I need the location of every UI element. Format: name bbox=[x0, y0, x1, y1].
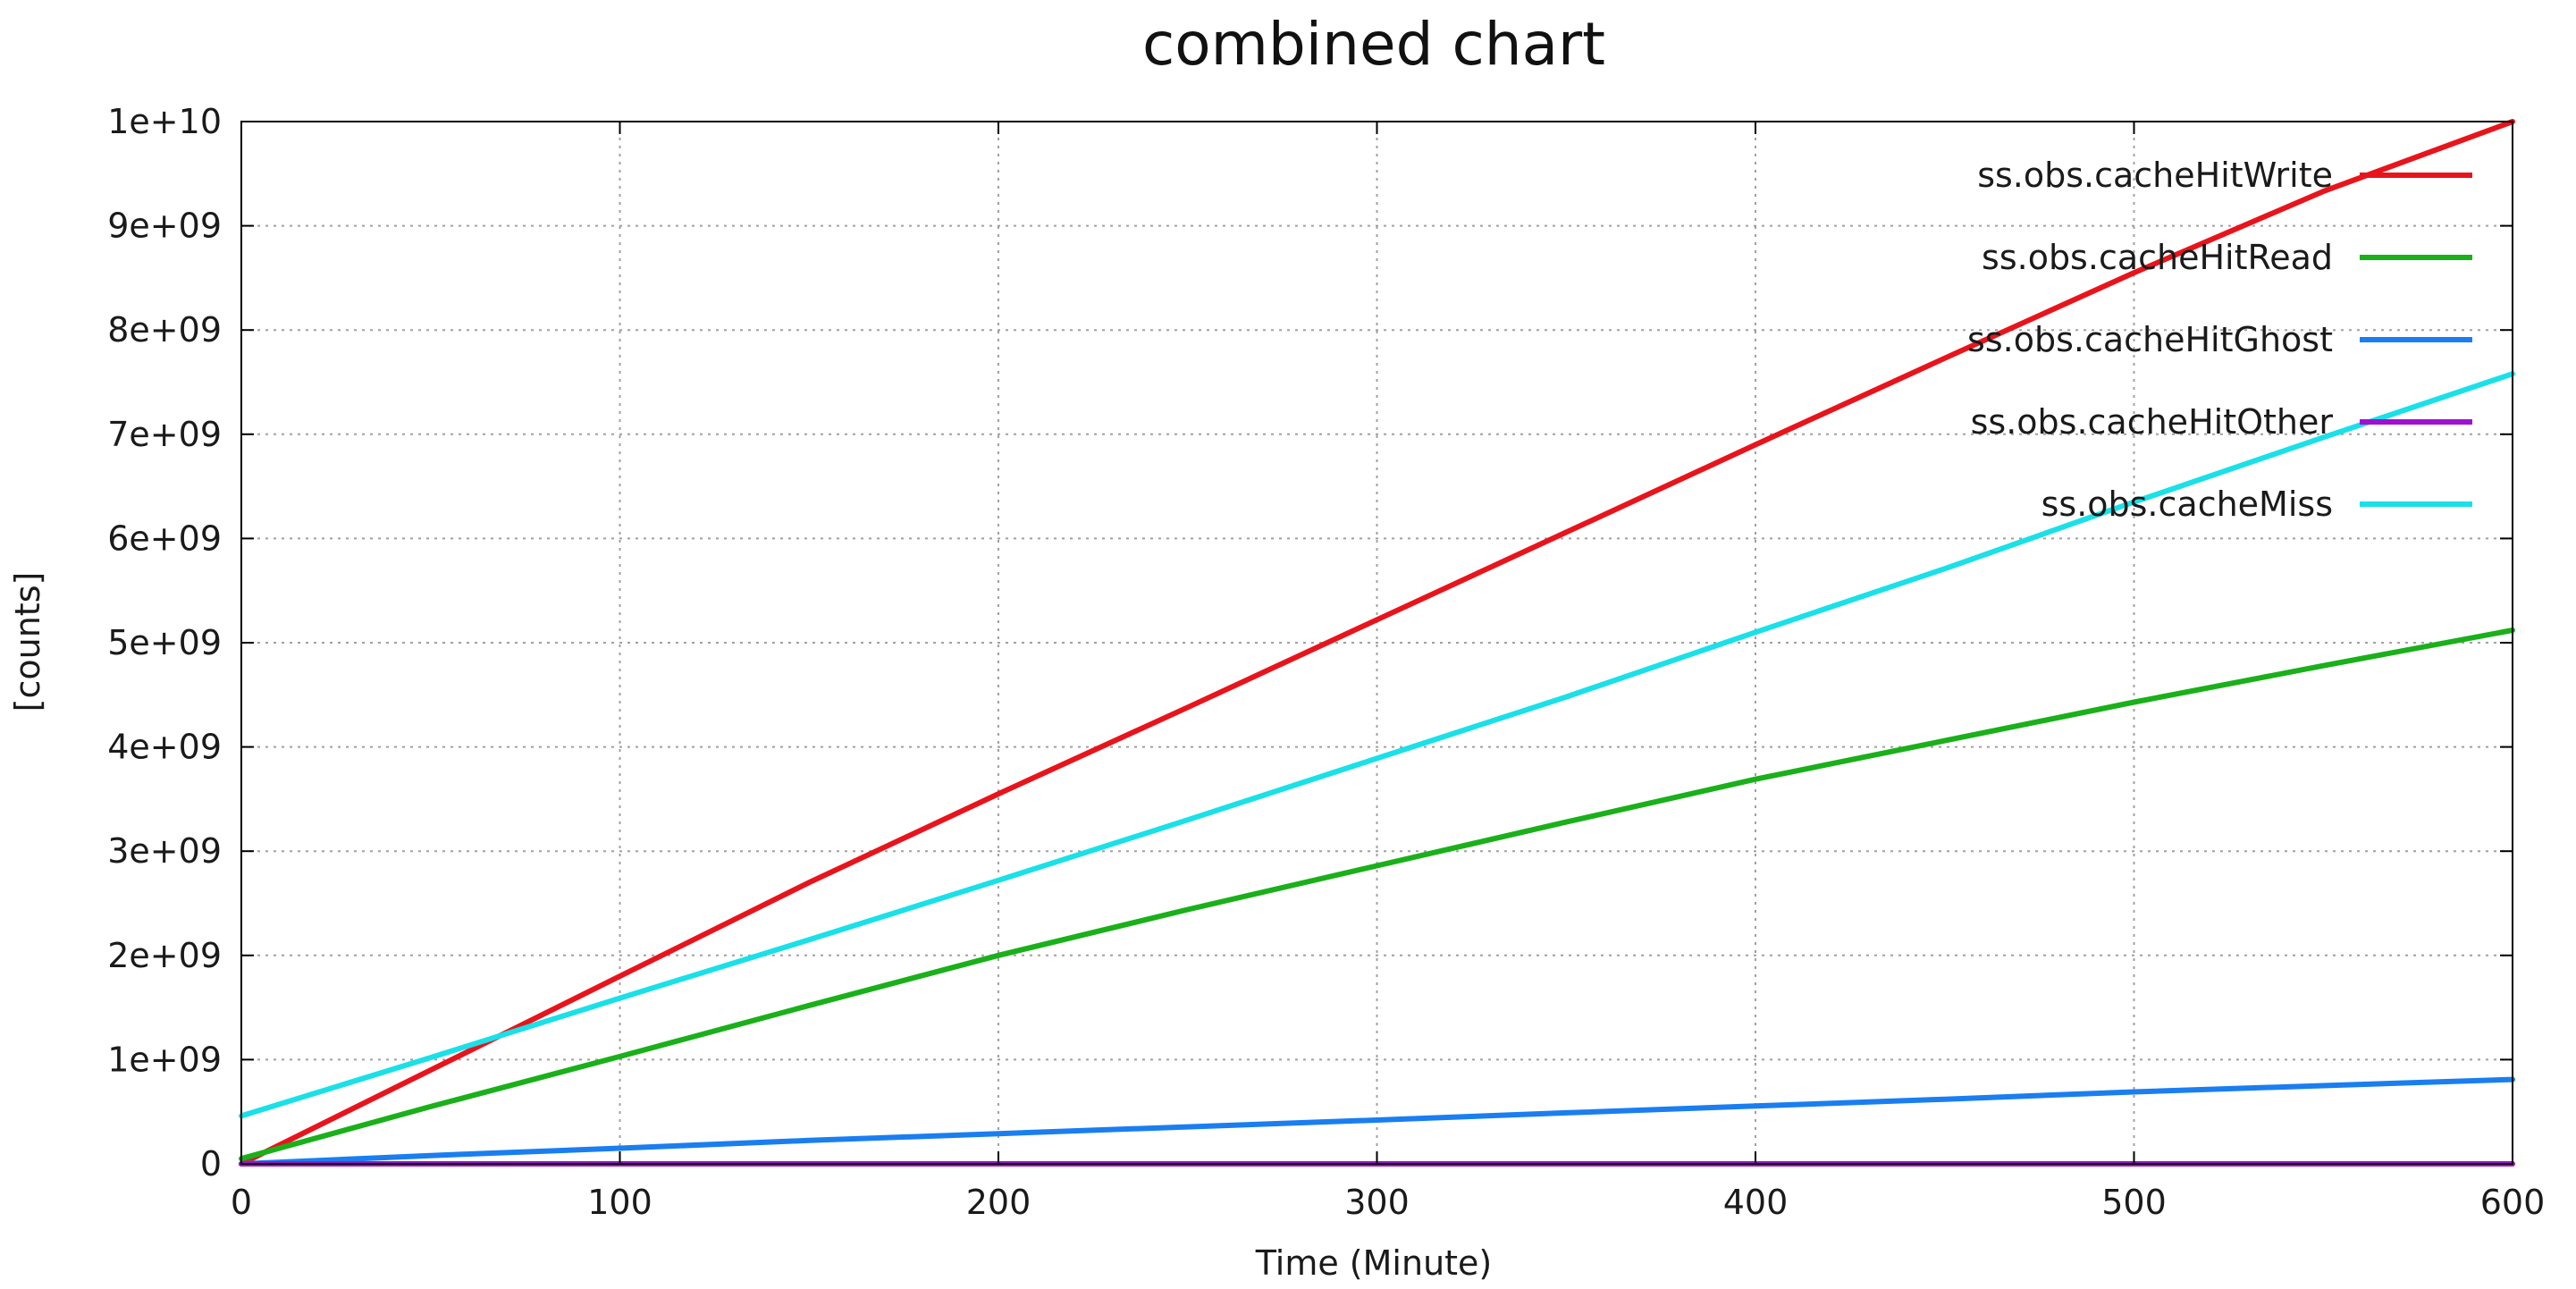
y-tick-label: 1e+09 bbox=[107, 1040, 222, 1079]
chart-title: combined chart bbox=[1142, 10, 1605, 79]
y-tick-label: 4e+09 bbox=[107, 728, 222, 767]
legend: ss.obs.cacheHitWrite ss.obs.cacheHitRead s… bbox=[1967, 156, 2472, 524]
series-line-2 bbox=[239, 1076, 2515, 1167]
x-tick-label: 200 bbox=[966, 1183, 1031, 1222]
y-tick-label: 7e+09 bbox=[107, 415, 222, 454]
x-axis: 0 100 200 300 400 500 600 bbox=[231, 122, 2545, 1222]
y-tick-label: 0 bbox=[200, 1144, 222, 1184]
y-tick-label: 3e+09 bbox=[107, 831, 222, 871]
x-axis-label: Time (Minute) bbox=[1255, 1243, 1493, 1283]
y-axis-label: [counts] bbox=[8, 572, 47, 712]
y-tick-label: 8e+09 bbox=[107, 310, 222, 350]
x-tick-label: 300 bbox=[1344, 1183, 1410, 1222]
x-tick-label: 400 bbox=[1723, 1183, 1789, 1222]
series-line-0 bbox=[239, 119, 2515, 1167]
x-tick-label: 100 bbox=[587, 1183, 652, 1222]
legend-label: ss.obs.cacheHitRead bbox=[1982, 238, 2333, 277]
y-tick-label: 2e+09 bbox=[107, 936, 222, 975]
series-line-1 bbox=[239, 628, 2515, 1162]
legend-label: ss.obs.cacheHitGhost bbox=[1967, 320, 2333, 359]
y-tick-label: 9e+09 bbox=[107, 206, 222, 246]
series-line-4 bbox=[239, 371, 2515, 1119]
x-tick-label: 0 bbox=[231, 1183, 252, 1222]
x-tick-label: 600 bbox=[2480, 1183, 2546, 1222]
x-tick-label: 500 bbox=[2101, 1183, 2167, 1222]
legend-label: ss.obs.cacheMiss bbox=[2041, 484, 2333, 524]
grid-lines bbox=[241, 122, 2513, 1164]
y-tick-label: 6e+09 bbox=[107, 518, 222, 558]
y-axis: 0 1e+09 2e+09 3e+09 4e+09 5e+09 6e+09 7e+09 8e+0… bbox=[107, 102, 2513, 1184]
legend-label: ss.obs.cacheHitOther bbox=[1971, 402, 2334, 442]
y-tick-label: 5e+09 bbox=[107, 623, 222, 662]
legend-label: ss.obs.cacheHitWrite bbox=[1977, 156, 2333, 195]
series-layer bbox=[239, 119, 2515, 1167]
y-tick-label: 1e+10 bbox=[107, 102, 222, 141]
